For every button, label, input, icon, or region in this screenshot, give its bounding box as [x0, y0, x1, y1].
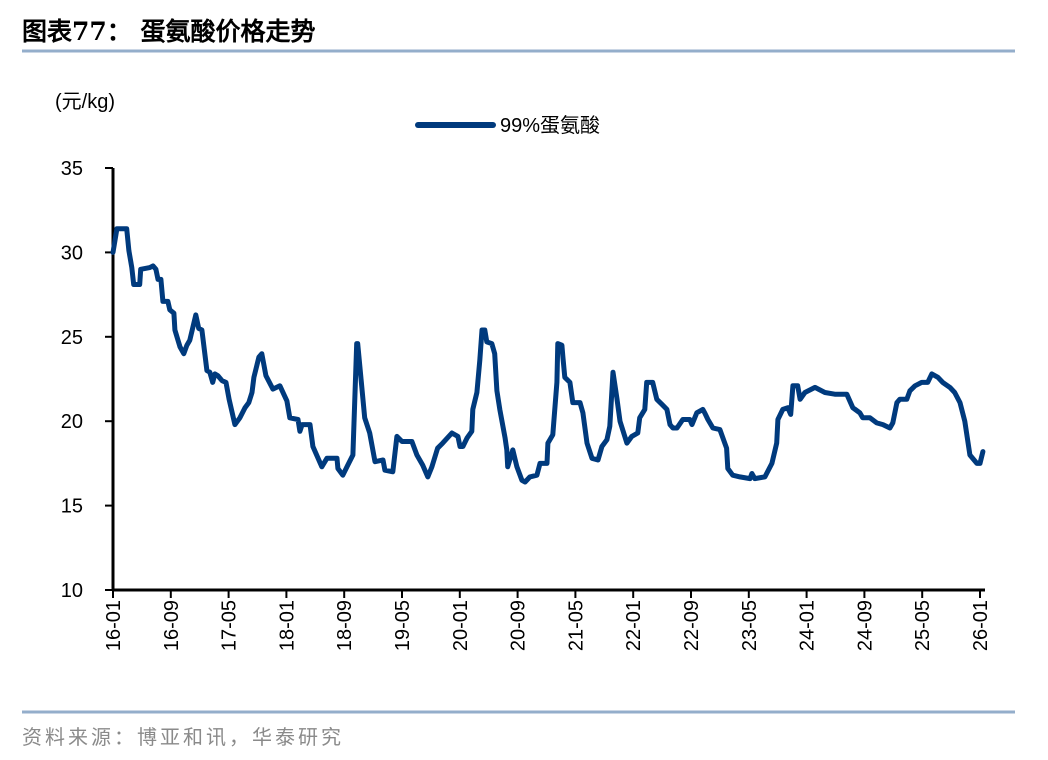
x-tick-label: 20-01: [450, 600, 472, 651]
x-tick-label: 19-05: [392, 600, 414, 651]
x-tick-label: 21-05: [565, 600, 587, 651]
y-tick-label: 35: [61, 158, 83, 180]
series-line-99-methionine: [110, 226, 986, 485]
y-tick-label: 10: [61, 580, 83, 602]
x-tick-label: 18-01: [276, 600, 298, 651]
x-tick-label: 24-09: [854, 600, 876, 651]
axes: 10 15 20 25 30 35 16-01 16-09 17-05 18-01 18-09 19-…: [61, 158, 992, 651]
x-tick-label: 17-05: [219, 600, 241, 651]
x-tick-label: 16-09: [161, 600, 183, 651]
legend: 99%蛋氨酸: [415, 114, 600, 137]
y-tick-label: 20: [61, 411, 83, 433]
y-axis-unit: (元/kg): [55, 91, 115, 113]
y-tick-label: 25: [61, 327, 83, 349]
x-tick-label: 24-01: [797, 600, 819, 651]
x-tick-label: 23-05: [739, 600, 761, 651]
figure-title: 图表77： 蛋氨酸价格走势: [22, 17, 316, 46]
x-tick-label: 25-05: [912, 600, 934, 651]
source-note: 资料来源：博亚和讯，华泰研究: [22, 725, 344, 749]
y-tick-label: 30: [61, 242, 83, 264]
x-tick-label: 20-09: [508, 600, 530, 651]
x-tick-label: 22-01: [623, 600, 645, 651]
x-tick-label: 16-01: [103, 600, 125, 651]
y-tick-label: 15: [61, 496, 83, 518]
x-tick-label: 26-01: [970, 600, 992, 651]
x-tick-label: 22-09: [681, 600, 703, 651]
x-tick-label: 18-09: [334, 600, 356, 651]
legend-label: 99%蛋氨酸: [500, 114, 600, 137]
